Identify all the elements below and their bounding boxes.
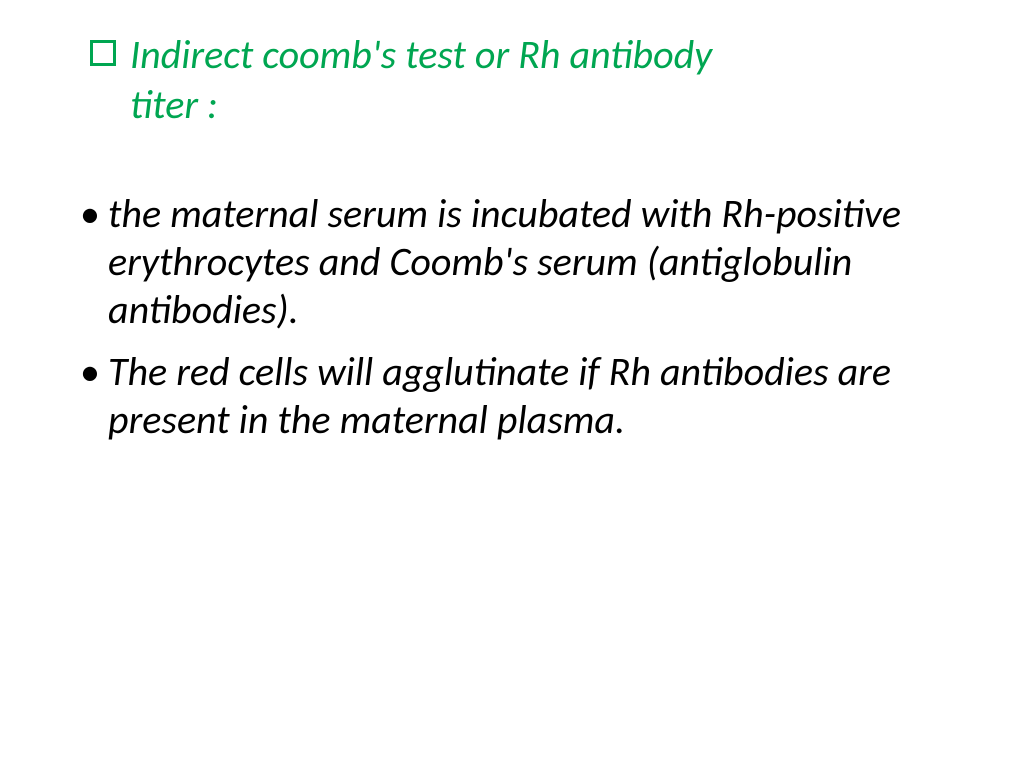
list-item: The red cells will agglutinate if Rh ant…	[80, 348, 960, 444]
heading-block: Indirect coomb's test or Rh antibody tit…	[90, 30, 974, 130]
list-item: the maternal serum is incubated with Rh-…	[80, 190, 960, 334]
slide: Indirect coomb's test or Rh antibody tit…	[0, 0, 1024, 768]
body-list: the maternal serum is incubated with Rh-…	[80, 190, 974, 444]
heading-text: Indirect coomb's test or Rh antibody tit…	[130, 30, 750, 130]
square-bullet-icon	[90, 40, 116, 66]
